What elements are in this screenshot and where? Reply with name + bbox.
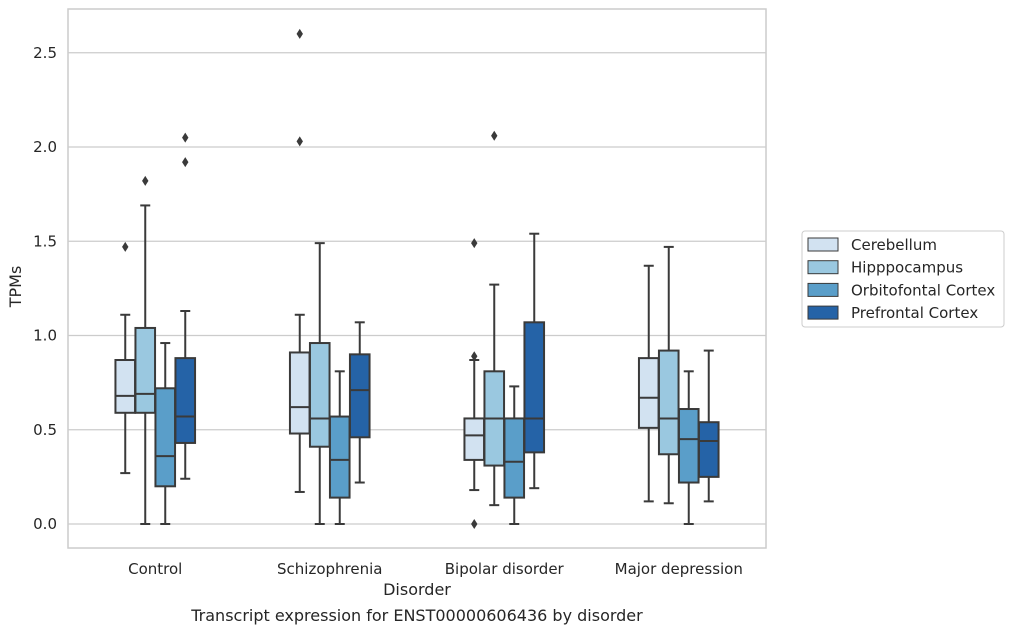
legend-swatch-orbitofontal-cortex bbox=[807, 282, 839, 297]
box-body bbox=[154, 387, 177, 488]
box-major-depression-prefrontal-cortex bbox=[697, 349, 720, 503]
x-tick-label-schizophrenia: Schizophrenia bbox=[277, 560, 382, 578]
box-body bbox=[134, 326, 157, 414]
y-tick-label: 0.5 bbox=[33, 421, 57, 439]
legend-swatch-hipppocampus bbox=[807, 260, 839, 275]
box-schizophrenia-hipppocampus bbox=[308, 242, 331, 525]
box-major-depression-hipppocampus bbox=[657, 245, 680, 505]
legend-swatch-prefrontal-cortex bbox=[807, 305, 839, 320]
outlier-point bbox=[182, 132, 189, 143]
legend-box bbox=[801, 230, 1005, 328]
box-body bbox=[114, 359, 137, 414]
chart-caption: Transcript expression for ENST0000060643… bbox=[191, 606, 643, 625]
box-body bbox=[523, 321, 546, 454]
outlier-point bbox=[491, 130, 498, 141]
box-body bbox=[697, 421, 720, 478]
box-body bbox=[677, 408, 700, 484]
x-tick-label-major-depression: Major depression bbox=[615, 560, 743, 578]
outlier-point bbox=[142, 175, 149, 186]
box-bipolar-disorder-orbitofontal-cortex bbox=[503, 385, 526, 525]
box-schizophrenia-orbitofontal-cortex bbox=[328, 370, 351, 525]
plot-frame bbox=[67, 8, 767, 549]
box-body bbox=[637, 357, 660, 429]
legend: Cerebellum Hipppocampus Orbitofontal Corte… bbox=[801, 230, 1005, 328]
box-schizophrenia-cerebellum bbox=[288, 28, 311, 493]
legend-label-prefrontal-cortex: Prefrontal Cortex bbox=[851, 304, 978, 322]
outlier-point bbox=[296, 136, 303, 147]
box-bipolar-disorder-prefrontal-cortex bbox=[523, 232, 546, 490]
outlier-point bbox=[122, 241, 129, 252]
outlier-point bbox=[471, 238, 478, 249]
y-tick-label: 1.0 bbox=[33, 327, 57, 345]
box-body bbox=[348, 353, 371, 439]
y-tick-label: 2.5 bbox=[33, 44, 57, 62]
box-body bbox=[503, 417, 526, 499]
outlier-point bbox=[296, 28, 303, 39]
y-tick-label: 0.0 bbox=[33, 515, 57, 533]
y-axis-label: TPMs bbox=[6, 266, 25, 309]
y-tick-label: 2.0 bbox=[33, 138, 57, 156]
box-bipolar-disorder-hipppocampus bbox=[483, 130, 506, 507]
box-schizophrenia-prefrontal-cortex bbox=[348, 321, 371, 484]
x-axis-label: Disorder bbox=[383, 580, 451, 599]
box-body bbox=[328, 415, 351, 499]
x-tick-label-control: Control bbox=[128, 560, 182, 578]
y-tick-label: 1.5 bbox=[33, 232, 57, 250]
box-body bbox=[288, 351, 311, 435]
box-body bbox=[174, 357, 197, 444]
outlier-point bbox=[182, 157, 189, 168]
box-body bbox=[308, 342, 331, 448]
box-control-cerebellum bbox=[114, 241, 137, 475]
legend-label-orbitofontal-cortex: Orbitofontal Cortex bbox=[851, 281, 995, 299]
outlier-point bbox=[471, 351, 478, 362]
box-bipolar-disorder-cerebellum bbox=[463, 238, 486, 529]
box-control-hipppocampus bbox=[134, 175, 157, 525]
box-body bbox=[657, 349, 680, 456]
box-body bbox=[463, 417, 486, 461]
box-control-prefrontal-cortex bbox=[174, 132, 197, 480]
legend-label-cerebellum: Cerebellum bbox=[851, 236, 937, 254]
x-tick-label-bipolar-disorder: Bipolar disorder bbox=[445, 560, 565, 578]
legend-label-hipppocampus: Hipppocampus bbox=[851, 259, 963, 277]
outlier-point bbox=[471, 519, 478, 529]
legend-swatch-cerebellum bbox=[807, 237, 839, 252]
